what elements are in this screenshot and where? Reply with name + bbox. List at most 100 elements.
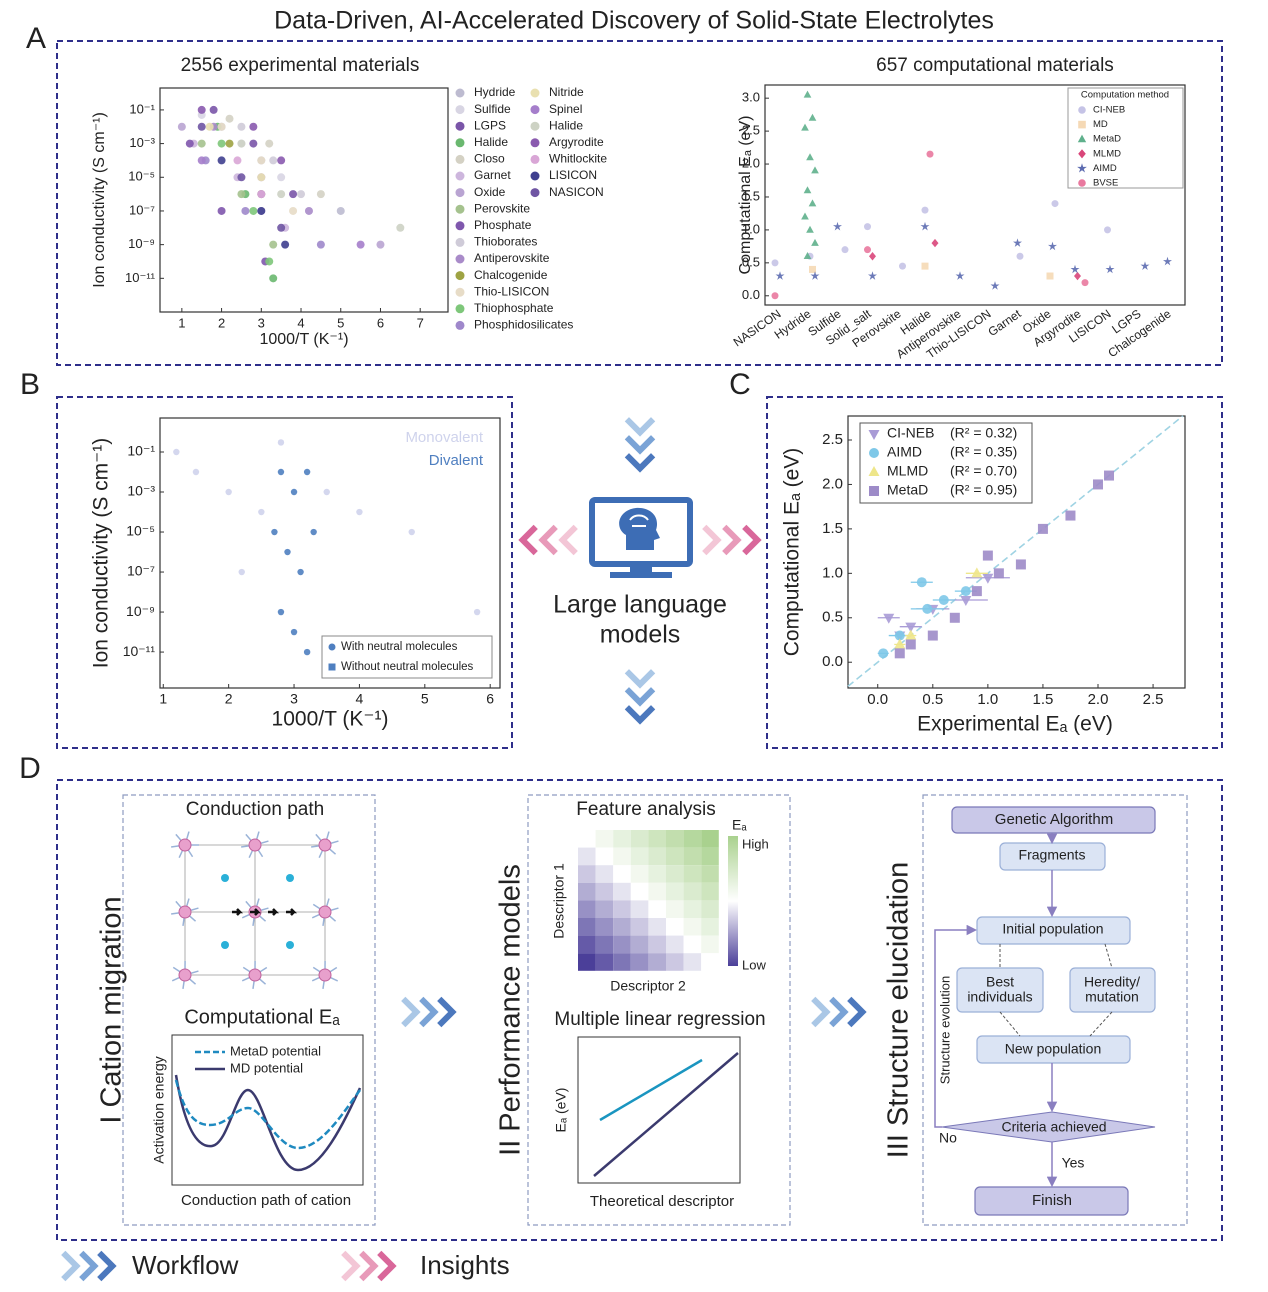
marker [771,259,779,267]
axis-title: Descriptor 2 [610,978,686,994]
regression-line [593,1052,739,1177]
marker [811,238,819,246]
chevron [341,1250,361,1282]
marker [455,204,465,214]
heatmap-cell [683,882,702,901]
legend-label: BVSE [1093,178,1118,189]
heatmap-cell [648,865,666,883]
chevron [624,687,656,707]
x-tick-label: 2 [225,691,233,707]
marker [1077,134,1087,143]
legend-label: MD [1093,119,1108,130]
y-tick-label: 0.5 [822,609,843,626]
marker [237,139,246,148]
heatmap-cell [578,830,596,848]
x-tick-label: 6 [377,315,384,330]
section-frame [122,794,376,1226]
legend-label: LISICON [549,168,597,182]
heatmap [578,830,719,971]
llm-label: models [600,621,681,649]
y-tick-label: 10⁻¹¹ [123,643,156,659]
marker [806,225,814,233]
heatmap-cell [613,900,631,918]
marker [530,138,540,148]
marker [237,173,246,182]
marker [931,238,939,248]
panel-label: C [729,368,751,401]
panel-label: B [20,368,40,401]
axis-title: Eₐ (eV) [553,1088,569,1133]
marker [1105,264,1115,274]
marker [197,139,206,148]
anion [221,941,229,949]
legend-label: Closo [474,152,505,166]
flow-label: New population [1005,1041,1102,1057]
y-tick-label: 3.0 [742,90,760,105]
heatmap-cell [666,847,684,866]
axis-title: Conduction path of cation [181,1192,351,1209]
marker [323,488,330,496]
marker [304,206,313,215]
marker [864,246,871,254]
marker [808,113,817,121]
marker [920,221,930,231]
section-subtitle: Conduction path [186,799,324,820]
marker [269,240,278,249]
y-tick-label: 10⁻⁵ [128,169,155,184]
marker [905,639,916,650]
x-tick-label: 5 [337,315,344,330]
x-tick-label: 3 [290,691,298,707]
section-frame [922,794,1188,1226]
y-tick-label: 1.0 [822,564,843,581]
diagonal [847,415,1184,687]
y-tick-label: 2.5 [742,123,760,138]
x-tick-label: 2.0 [1088,691,1109,708]
heatmap-cell [613,935,631,954]
chart-title: 2556 experimental materials [181,55,420,76]
marker [205,122,214,131]
marker [455,138,465,148]
marker [455,304,465,314]
heatmap-cell [595,953,614,971]
x-tick-label: 2 [218,315,225,330]
heatmap-cell [578,953,596,971]
flow-node [976,1035,1131,1064]
cation [178,905,192,919]
marker [455,171,465,181]
marker [303,648,311,656]
marker [921,262,929,270]
axis-title: Descriptor 1 [551,863,567,939]
heatmap-cell [578,935,596,954]
anion [286,874,294,882]
y-tick-label: 10⁻⁹ [128,236,155,251]
marker [1016,252,1024,260]
y-tick-label: 10⁻¹¹ [125,270,156,285]
x-tick-label: Garnet [985,306,1024,339]
heatmap-cell [683,830,702,848]
chevron [624,417,656,437]
legend-label: Argyrodite [549,135,604,149]
cation [248,838,262,852]
legend-label: Phosphate [474,218,532,232]
marker [455,88,465,98]
legend-label: Thiophosphate [474,301,554,315]
section-title: I Cation migration [96,896,128,1123]
marker [257,156,266,165]
legend-label: Sulfide [474,102,511,116]
marker [192,468,200,476]
marker [277,156,286,165]
heatmap-cell [595,865,614,883]
legend-label: Hydride [474,85,516,99]
anion [286,941,294,949]
marker [809,265,816,273]
marker [249,122,258,131]
chevron [722,524,742,556]
panel-frame [56,779,1223,1241]
marker [868,271,877,280]
marker [960,586,971,597]
marker [197,156,206,165]
legend-label: MD potential [230,1060,303,1075]
x-tick-label: 4 [356,691,364,707]
marker [869,252,876,261]
